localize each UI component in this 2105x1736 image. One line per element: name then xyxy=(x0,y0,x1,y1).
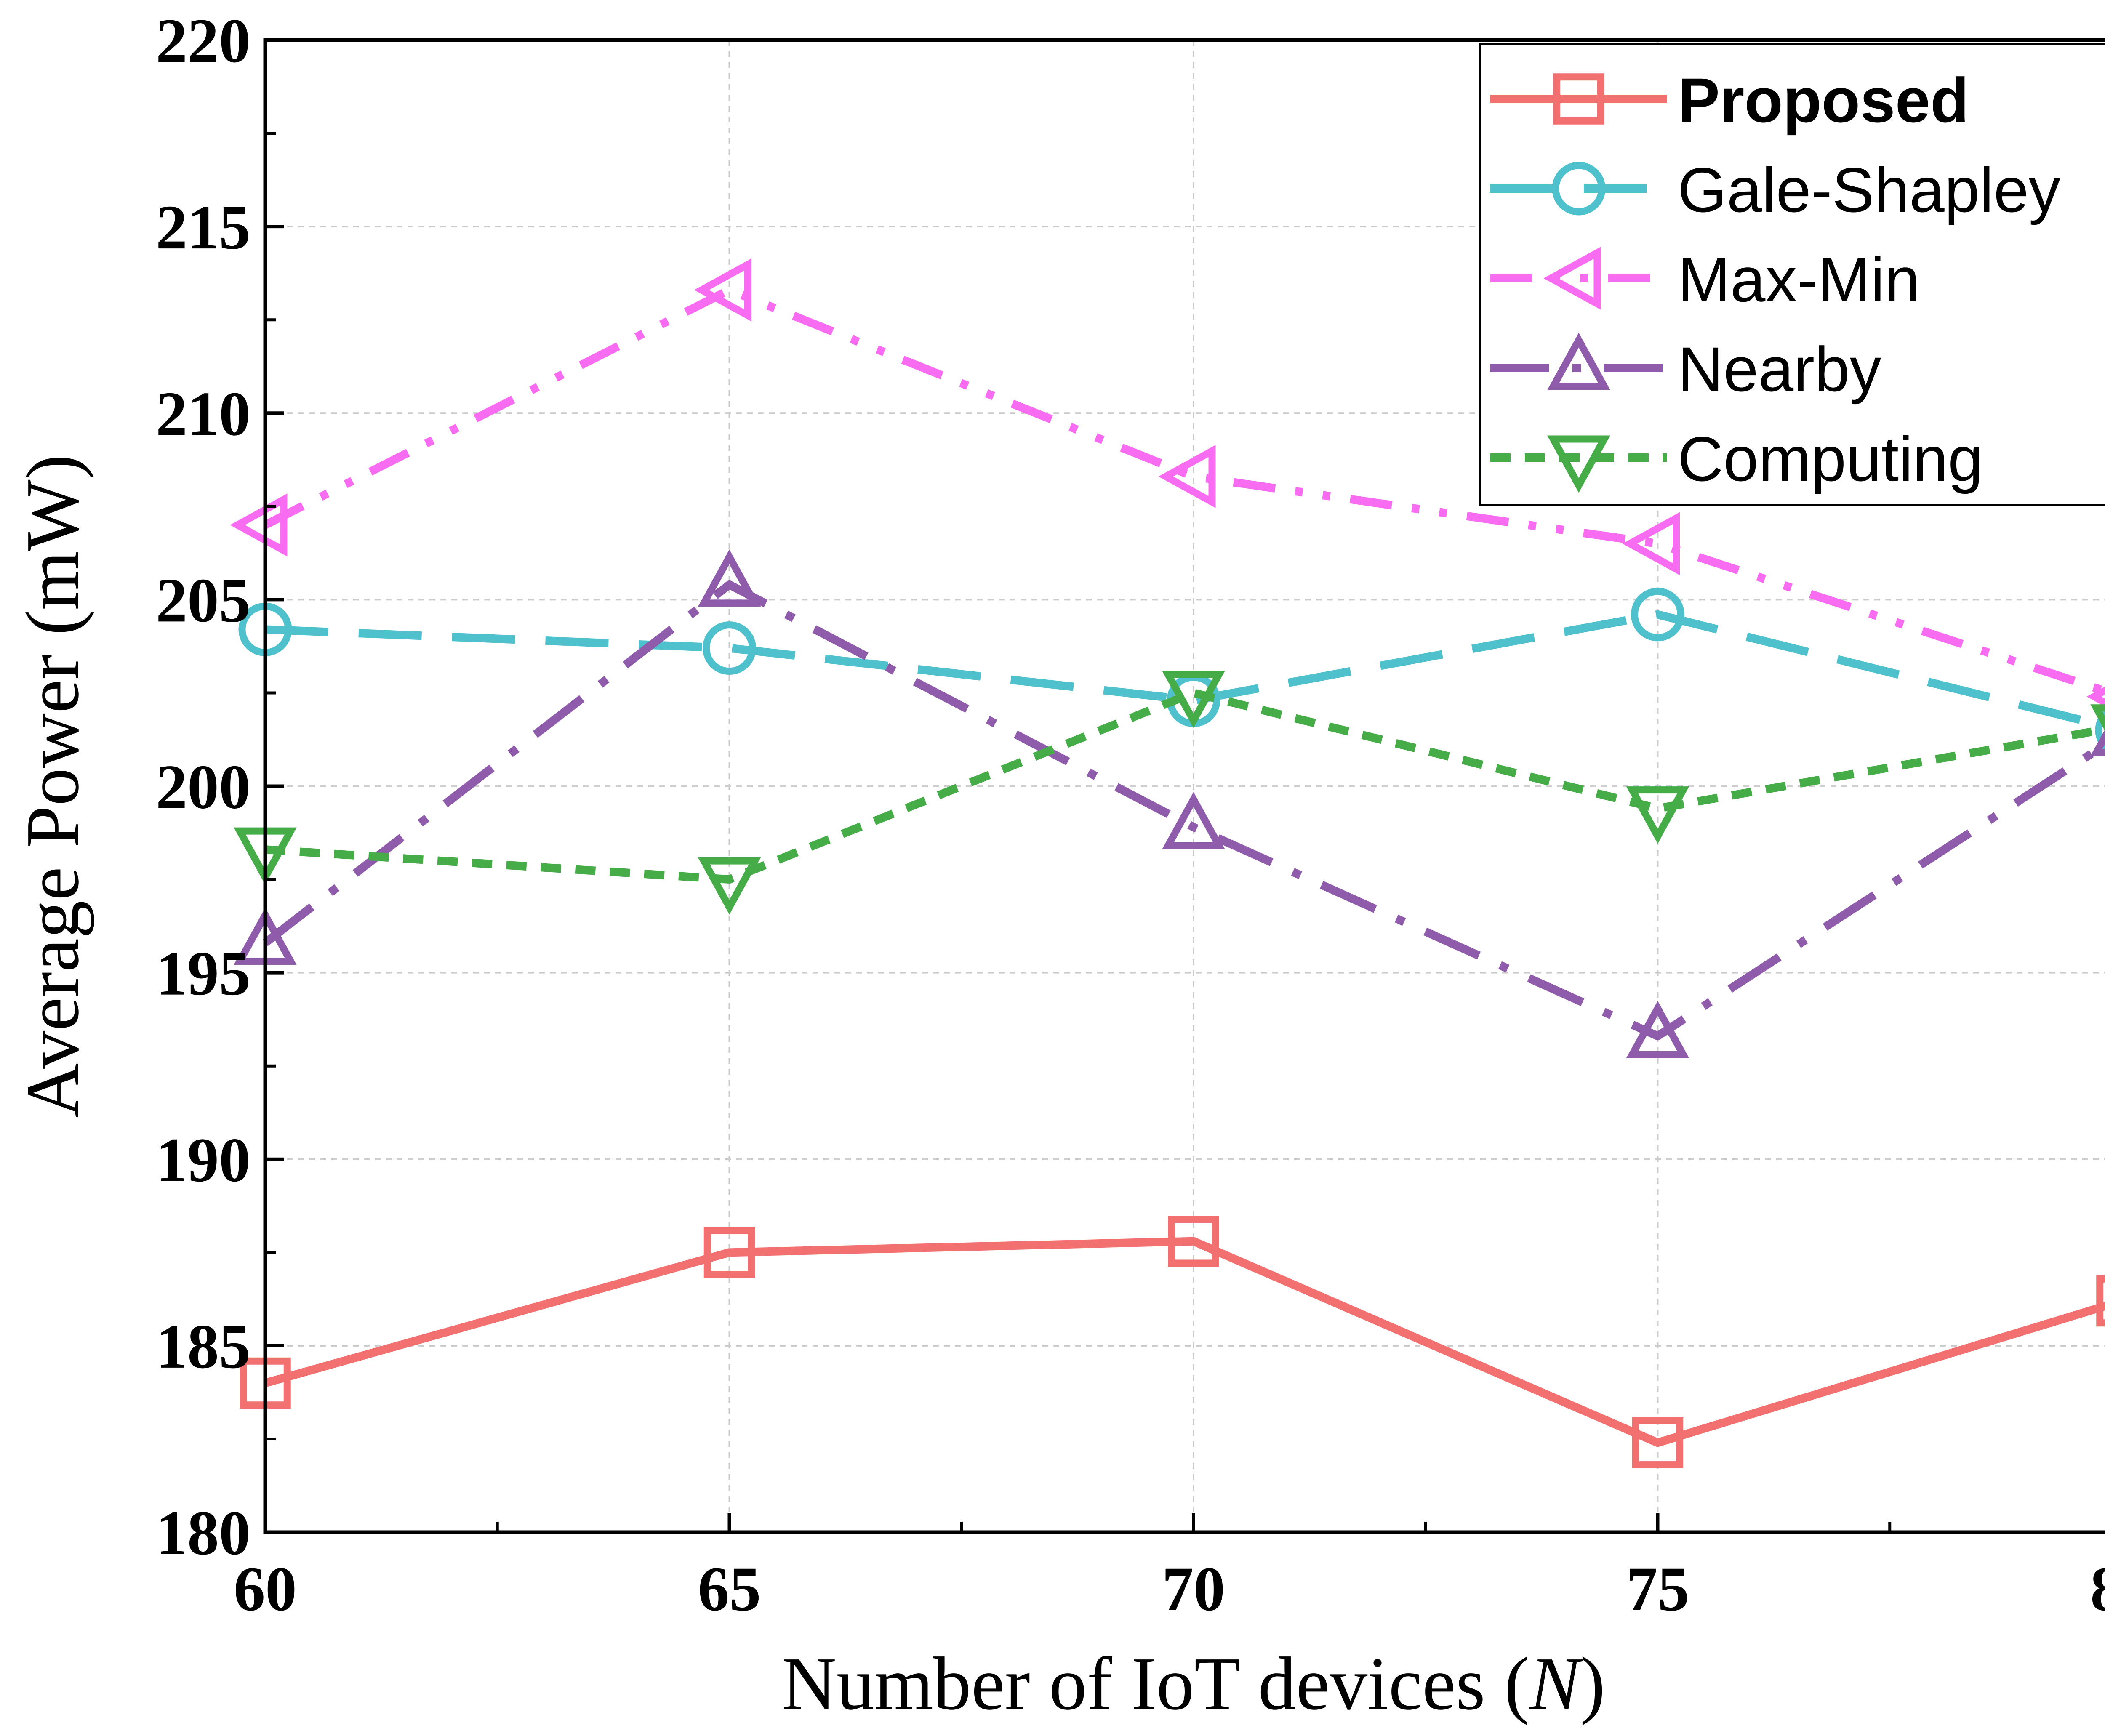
legend-item: Proposed xyxy=(1490,65,1969,136)
series-line xyxy=(263,285,2105,696)
legend-label: Computing xyxy=(1678,423,1983,494)
x-axis-title-end: ) xyxy=(1580,1642,1605,1725)
tick-labels: 60 65 70 75 80 180 185 190 195 200 205 210 215 220 xyxy=(156,6,2105,1624)
legend-item: Nearby xyxy=(1490,333,1881,405)
y-tick-label: 195 xyxy=(156,939,250,1009)
series-line xyxy=(265,610,2105,730)
data-point xyxy=(703,1227,755,1278)
data-point xyxy=(698,549,761,607)
data-point xyxy=(2096,1275,2105,1327)
data-point xyxy=(1631,588,1684,642)
x-tick-label: 65 xyxy=(698,1554,761,1624)
data-point xyxy=(1626,1001,1689,1058)
x-tick-label: 80 xyxy=(2090,1554,2105,1624)
data-point xyxy=(703,621,756,675)
y-tick-label: 215 xyxy=(156,192,250,262)
legend-item: Max-Min xyxy=(1490,244,1920,315)
series-proposed xyxy=(240,1215,2105,1469)
legend-item: Computing xyxy=(1490,423,1983,494)
y-axis-title: Average Power (mW) xyxy=(11,455,94,1118)
legend-label: Gale-Shapley xyxy=(1678,154,2060,225)
data-point xyxy=(1162,792,1225,849)
x-axis-title: Number of IoT devices (N) xyxy=(782,1642,1605,1725)
x-tick-label: 75 xyxy=(1626,1554,1689,1624)
series-max-min xyxy=(230,258,2105,707)
legend: Proposed Gale-Shapley Max-Min Nearby Computi… xyxy=(1479,43,2105,506)
data-point xyxy=(1168,1215,1219,1267)
legend-label: Nearby xyxy=(1678,334,1881,405)
y-tick-label: 205 xyxy=(156,565,250,635)
data-point xyxy=(1632,1417,1684,1469)
legend-label: Proposed xyxy=(1678,65,1969,136)
data-point xyxy=(1622,512,1680,575)
axis-ticks xyxy=(264,38,1892,1534)
series-line xyxy=(265,688,2105,884)
y-tick-label: 200 xyxy=(156,752,250,822)
data-point xyxy=(698,857,761,915)
legend-swatch-marker xyxy=(1543,247,1601,310)
data-point xyxy=(694,258,751,322)
legend-label: Max-Min xyxy=(1678,244,1920,315)
legend-swatch-marker xyxy=(1553,73,1604,125)
data-point xyxy=(1626,786,1689,844)
series-line xyxy=(264,1237,2105,1447)
legend-swatch-marker xyxy=(1552,162,1606,216)
y-tick-label: 220 xyxy=(156,6,250,76)
x-tick-label: 60 xyxy=(234,1554,297,1624)
y-tick-label: 190 xyxy=(156,1125,250,1195)
data-point xyxy=(230,493,288,557)
data-point xyxy=(1158,445,1216,508)
legend-swatch-marker xyxy=(1547,333,1610,390)
y-tick-label: 210 xyxy=(156,379,250,449)
series-nearby xyxy=(234,549,2105,1058)
series-line xyxy=(262,580,2105,1041)
y-tick-label: 185 xyxy=(156,1312,250,1382)
legend-swatch-marker xyxy=(1547,435,1610,493)
data-point xyxy=(2095,709,2105,751)
x-axis-title-main: Number of IoT devices ( xyxy=(782,1642,1529,1725)
x-axis-title-variable: N xyxy=(1529,1642,1584,1725)
x-tick-label: 70 xyxy=(1162,1554,1225,1624)
y-tick-label: 180 xyxy=(156,1498,250,1568)
legend-item: Gale-Shapley xyxy=(1490,154,2060,225)
data-point xyxy=(1162,671,1225,728)
